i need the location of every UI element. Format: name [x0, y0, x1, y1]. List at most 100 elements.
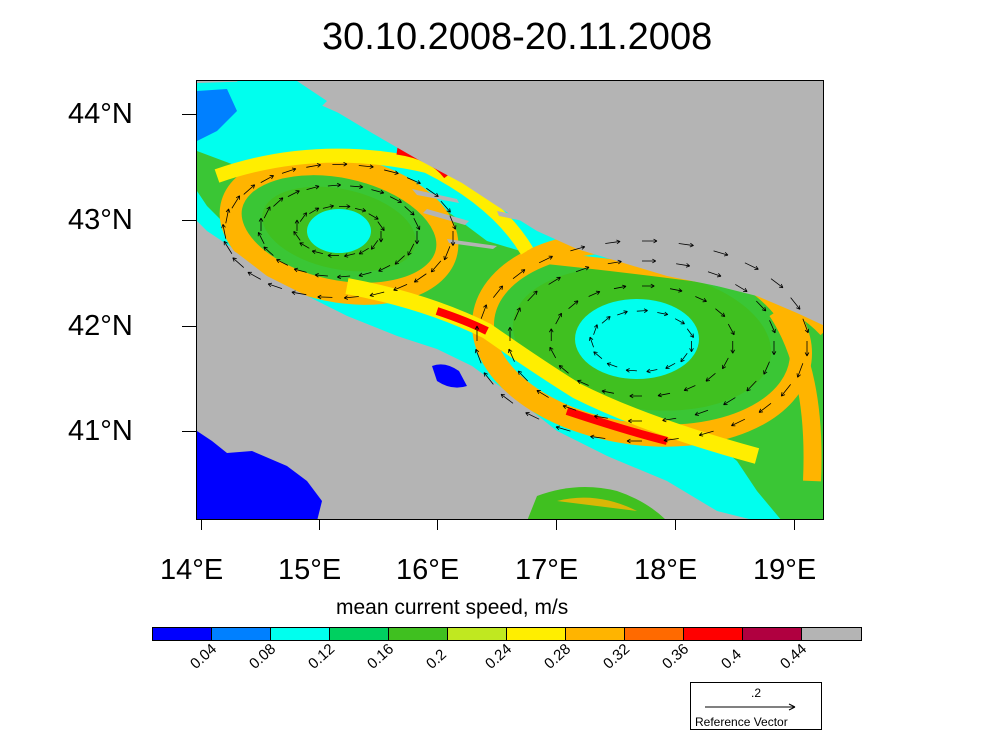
current-vector: [746, 380, 757, 392]
current-vector: [605, 239, 621, 245]
colorbar-segment: [389, 628, 448, 640]
current-vector: [626, 438, 642, 444]
current-vector: [314, 272, 328, 278]
current-vector: [287, 190, 300, 197]
current-vector: [358, 164, 374, 169]
boundary-jet: [769, 306, 822, 482]
current-vector: [358, 272, 372, 278]
current-vector: [713, 250, 729, 257]
boundary-jet: [214, 148, 534, 255]
current-vector: [548, 276, 561, 285]
current-vector: [291, 290, 307, 296]
current-vector: [299, 212, 308, 222]
current-vector: [771, 341, 777, 355]
current-vector: [674, 318, 685, 325]
current-vector: [369, 291, 385, 298]
current-vector: [306, 184, 320, 190]
current-vector: [548, 328, 554, 341]
lat-tick: [182, 326, 196, 327]
current-vector: [769, 320, 776, 334]
current-vector: [493, 285, 504, 298]
colorbar-title: mean current speed, m/s: [336, 596, 569, 619]
current-vector: [678, 242, 694, 248]
current-vector: [378, 265, 391, 272]
island: [345, 109, 387, 125]
current-vector: [669, 288, 683, 293]
current-vector: [593, 351, 603, 359]
current-vector: [311, 249, 324, 255]
current-vector: [267, 282, 283, 289]
current-speed-map: [196, 80, 824, 520]
current-vector: [601, 389, 615, 394]
current-vector: [715, 308, 726, 317]
current-vector: [413, 218, 421, 231]
current-vector: [646, 368, 658, 374]
lon-label: 16°E: [396, 554, 460, 586]
ionian-water: [557, 497, 637, 511]
current-vector: [562, 404, 577, 411]
lat-tick: [182, 114, 196, 115]
current-vector: [593, 414, 608, 419]
current-vector: [689, 341, 694, 352]
colorbar-tick-label: 0.16: [364, 640, 398, 673]
boundary-jet: [435, 307, 489, 335]
current-vector: [517, 370, 528, 382]
lon-label: 17°E: [515, 554, 579, 586]
tyrrhenian-sea: [197, 431, 322, 519]
current-vector: [231, 195, 241, 209]
lon-label: 15°E: [278, 554, 342, 586]
colorbar-tick-label: 0.24: [482, 640, 516, 673]
colorbar-segment: [507, 628, 566, 640]
current-vector: [247, 271, 261, 280]
current-vector: [370, 240, 379, 250]
current-vector: [662, 417, 677, 423]
colorbar-segment: [743, 628, 802, 640]
current-vector: [555, 425, 571, 432]
island: [447, 239, 497, 249]
current-vector: [414, 231, 420, 245]
current-vector: [606, 362, 618, 368]
lon-tick: [794, 520, 795, 530]
lat-label: 42°N: [68, 310, 133, 342]
lon-tick: [556, 520, 557, 530]
current-vector: [512, 269, 526, 279]
coastal-water: [237, 81, 327, 111]
current-vector: [443, 246, 451, 261]
current-vector: [406, 177, 421, 185]
current-vector: [665, 362, 676, 369]
reference-vector-label: Reference Vector: [695, 715, 788, 729]
current-vector: [377, 221, 385, 232]
colorbar-tick-label: 0.08: [246, 640, 280, 673]
current-vector: [802, 318, 810, 334]
colorbar-segment: [802, 628, 861, 640]
boundary-jet: [565, 407, 668, 445]
lon-tick: [319, 520, 320, 530]
current-vector: [299, 242, 310, 249]
current-vector: [628, 418, 642, 424]
current-vector: [317, 294, 333, 300]
gargano-water: [432, 364, 467, 388]
current-vector: [368, 213, 379, 220]
eastern-gyre-core: [575, 299, 699, 379]
current-vector: [570, 245, 586, 252]
current-vector: [507, 327, 513, 341]
lon-tick: [675, 520, 676, 530]
lon-label: 18°E: [634, 554, 698, 586]
current-vector: [293, 230, 301, 241]
current-vector: [384, 169, 399, 175]
western-gyre-ring: [219, 153, 459, 305]
current-vector: [590, 434, 606, 440]
current-vector: [339, 204, 351, 209]
current-vector: [263, 206, 271, 219]
lat-tick: [182, 220, 196, 221]
current-vector: [327, 182, 341, 188]
current-vector: [263, 246, 274, 256]
map-title: 30.10.2008-20.11.2008: [322, 16, 713, 58]
current-vector: [474, 325, 480, 341]
lat-tick: [182, 431, 196, 432]
current-vector: [309, 207, 320, 215]
lon-label: 14°E: [160, 554, 224, 586]
current-vector: [555, 312, 562, 325]
lon-tick: [201, 520, 202, 530]
current-vector: [276, 259, 289, 266]
